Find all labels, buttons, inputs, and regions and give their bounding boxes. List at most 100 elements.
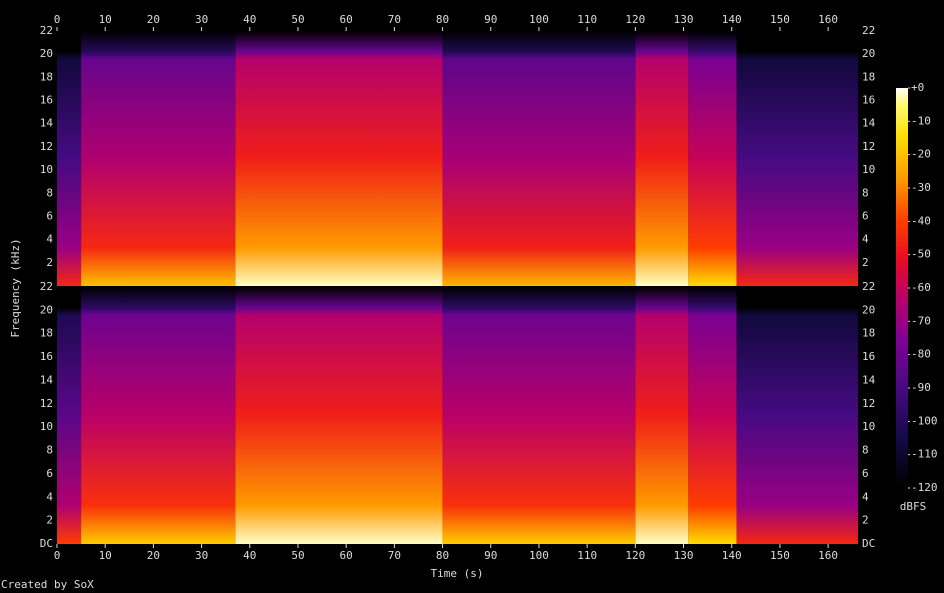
y-tick-label: 4	[46, 233, 53, 246]
x-tick-label: 90	[484, 549, 497, 562]
x-tick-label: 0	[54, 13, 61, 26]
y-tick-label: 8	[862, 186, 869, 199]
y-tick-label: 18	[862, 70, 875, 83]
colorbar-tick-label: -90	[911, 381, 931, 394]
x-tick-label: 100	[529, 549, 549, 562]
y-tick-label: 16	[40, 94, 53, 107]
y-tick-label: 20	[40, 303, 53, 316]
spectrum-segment	[688, 287, 737, 544]
y-tick-label: 4	[862, 490, 869, 503]
y-tick-label: 18	[40, 70, 53, 83]
x-tick-label: 90	[484, 13, 497, 26]
y-tick-label: 2	[46, 256, 53, 269]
x-tick-label: 0	[54, 549, 61, 562]
y-tick-label: 22	[40, 280, 53, 293]
colorbar-tick-label: +0	[911, 81, 924, 94]
x-tick-label: 160	[818, 13, 838, 26]
y-tick-label: 16	[862, 350, 875, 363]
spectrum-segment	[57, 31, 82, 286]
y-tick-label: 6	[46, 467, 53, 480]
credit: Created by SoX	[1, 578, 94, 591]
y-tick-label: 22	[862, 280, 875, 293]
spectrum-segment	[442, 287, 636, 544]
y-tick-label: 6	[46, 209, 53, 222]
x-tick-label: 80	[436, 549, 449, 562]
spectrum-segment	[442, 31, 636, 286]
x-tick-label: 130	[674, 13, 694, 26]
colorbar-tick-label: -110	[911, 448, 938, 461]
x-tick-label: 20	[147, 549, 160, 562]
x-tick-label: 60	[340, 13, 353, 26]
x-tick-label: 70	[388, 13, 401, 26]
y-tick-label: 10	[40, 420, 53, 433]
spectrum-segment	[57, 287, 82, 544]
x-tick-label: 10	[99, 549, 112, 562]
x-tick-label: 30	[195, 549, 208, 562]
colorbar-tick-label: -10	[911, 114, 931, 127]
spectrum-segment	[688, 31, 737, 286]
y-tick-label: 12	[40, 140, 53, 153]
spectrum-segment	[235, 287, 443, 544]
colorbar-tick-label: -120	[911, 481, 938, 494]
y-tick-label: 14	[862, 373, 876, 386]
x-tick-label: 40	[243, 13, 256, 26]
colorbar-tick-label: -80	[911, 348, 931, 361]
y-tick-label: 2	[862, 256, 869, 269]
y-tick-label: 22	[862, 24, 875, 37]
y-tick-label: 4	[862, 233, 869, 246]
y-tick-label: 10	[862, 163, 875, 176]
spectrum-segment	[635, 31, 689, 286]
x-tick-label: 40	[243, 549, 256, 562]
y-tick-label: 8	[46, 444, 53, 457]
x-tick-label: 110	[577, 13, 597, 26]
x-tick-label: 140	[722, 13, 742, 26]
colorbar-tick-label: -40	[911, 214, 931, 227]
x-tick-label: 160	[818, 549, 838, 562]
y-tick-label: DC	[40, 537, 53, 550]
spectrum-segment	[81, 31, 236, 286]
colorbar-tick-label: -100	[911, 414, 938, 427]
x-tick-label: 110	[577, 549, 597, 562]
y-tick-label: DC	[862, 537, 875, 550]
spectrum-segment	[81, 287, 236, 544]
spectrum-segment	[736, 287, 858, 544]
spectrum-segment	[635, 287, 689, 544]
x-tick-label: 60	[340, 549, 353, 562]
x-tick-label: 10	[99, 13, 112, 26]
y-tick-label: 14	[862, 117, 876, 130]
y-tick-label: 22	[40, 24, 53, 37]
x-tick-label: 20	[147, 13, 160, 26]
y-tick-label: 20	[862, 47, 875, 60]
y-tick-label: 2	[46, 514, 53, 527]
x-tick-label: 50	[291, 549, 304, 562]
y-tick-label: 14	[40, 373, 54, 386]
y-tick-label: 12	[862, 140, 875, 153]
y-tick-label: 10	[40, 163, 53, 176]
y-tick-label: 2	[862, 514, 869, 527]
x-tick-label: 140	[722, 549, 742, 562]
x-tick-label: 150	[770, 549, 790, 562]
colorbar-tick-label: -70	[911, 314, 931, 327]
colorbar-label: dBFS	[900, 500, 927, 513]
colorbar-tick-label: -50	[911, 248, 931, 261]
x-tick-label: 30	[195, 13, 208, 26]
y-tick-label: 18	[40, 327, 53, 340]
x-tick-label: 50	[291, 13, 304, 26]
y-tick-label: 20	[862, 303, 875, 316]
colorbar-tick-label: -60	[911, 281, 931, 294]
colorbar-tick-label: -30	[911, 181, 931, 194]
y-axis-label: Frequency (kHz)	[9, 238, 22, 337]
y-tick-label: 16	[862, 94, 875, 107]
x-tick-label: 120	[625, 549, 645, 562]
y-tick-label: 12	[40, 397, 53, 410]
x-tick-label: 70	[388, 549, 401, 562]
x-tick-label: 130	[674, 549, 694, 562]
x-tick-label: 100	[529, 13, 549, 26]
y-tick-label: 10	[862, 420, 875, 433]
y-tick-label: 4	[46, 490, 53, 503]
x-tick-label: 80	[436, 13, 449, 26]
y-tick-label: 16	[40, 350, 53, 363]
y-tick-label: 14	[40, 117, 54, 130]
spectrum-segment	[235, 31, 443, 286]
